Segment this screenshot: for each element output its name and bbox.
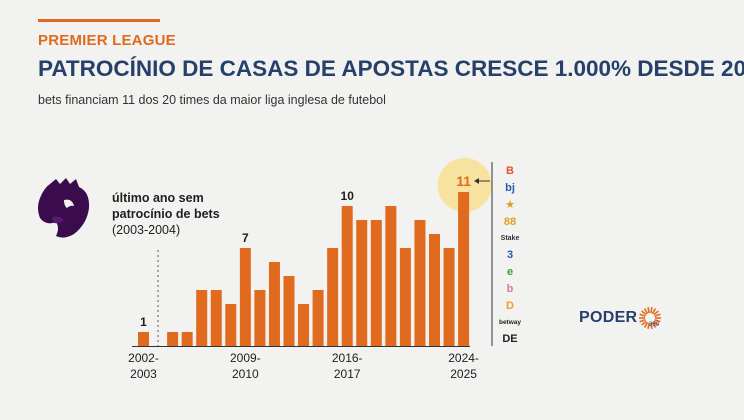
bar-2006-2007	[196, 290, 208, 346]
bar-2019-2020	[385, 206, 397, 346]
sunburst-ray	[653, 310, 660, 316]
publisher-name: PODER	[579, 309, 638, 326]
sunburst-ray	[647, 307, 651, 314]
green-brand-icon: e	[506, 266, 514, 279]
sunburst-ray	[654, 313, 662, 318]
bar-2012-2013	[283, 276, 295, 346]
sunburst-ray	[653, 320, 660, 326]
subtitle: bets financiam 11 dos 20 times da maior …	[38, 93, 386, 107]
annotation-years: (2003-2004)	[112, 223, 181, 237]
bar-2017-2018	[356, 220, 368, 346]
de-brand-icon: DE	[502, 333, 518, 346]
bar-2009-2010	[239, 248, 251, 346]
betway-icon: betway	[498, 319, 522, 327]
bar-2011-2012	[268, 262, 280, 346]
page-title: PATROCÍNIO DE CASAS DE APOSTAS CRESCE 1.…	[38, 56, 744, 81]
annotation: último ano sem patrocínio de bets (2003-…	[112, 190, 220, 238]
highlight-circle	[437, 158, 492, 212]
bar-2020-2021	[399, 248, 411, 346]
sunburst-ray	[639, 318, 646, 323]
bar-2013-2014	[298, 304, 310, 346]
tick-label-2002-2003-line2: 2003	[130, 367, 157, 381]
data-label-2024-2025: 11	[456, 173, 471, 189]
pink-brand-icon: b	[506, 282, 514, 295]
data-label-2016-2017: 10	[341, 189, 355, 203]
bar-2022-2023	[429, 234, 440, 346]
tick-label-2024-2025-line1: 2024-	[448, 351, 479, 365]
bar-2021-2022	[414, 220, 426, 346]
tick-label-2024-2025-line2: 2025	[450, 367, 477, 381]
publisher-sub: 360	[649, 322, 660, 328]
bar-2015-2016	[327, 248, 339, 346]
3-brand-icon: 3	[506, 249, 514, 262]
kicker-label: PREMIER LEAGUE	[38, 32, 176, 49]
tick-label-2009-2010-line1: 2009-	[230, 351, 261, 365]
sunburst-ray	[641, 320, 648, 326]
betvictor-bj-icon: bj	[505, 182, 515, 195]
bar-2005-2006	[181, 332, 193, 346]
bar-2024-2025	[458, 192, 470, 346]
orange-circle-icon: D	[506, 299, 514, 312]
sunburst-ray	[647, 322, 651, 329]
tick-label-2016-2017-line1: 2016-	[332, 351, 363, 365]
sunburst-ray	[641, 310, 648, 316]
bar-2004-2005	[167, 332, 179, 346]
bar-2018-2019	[370, 220, 382, 346]
boylesports-icon: B	[506, 165, 514, 178]
premier-league-lion-icon	[38, 178, 90, 238]
sunburst-ray	[652, 308, 657, 315]
sunburst-ray	[654, 318, 662, 323]
tick-label-2002-2003-line1: 2002-	[128, 351, 159, 365]
bar-2007-2008	[210, 290, 222, 346]
annotation-line2: patrocínio de bets	[112, 207, 220, 221]
sunburst-icon	[639, 307, 662, 329]
bar-2016-2017	[341, 206, 353, 346]
sunburst-ray	[652, 321, 657, 328]
publisher-logo: PODER 360	[579, 305, 663, 331]
data-label-2009-2010: 7	[242, 231, 249, 245]
bar-2010-2011	[254, 290, 266, 346]
pointer-arrow-head	[474, 178, 479, 184]
bar-2023-2024	[443, 248, 455, 346]
sunburst-ray	[650, 322, 654, 329]
sunburst-ray	[650, 307, 654, 314]
sunburst-ray	[644, 321, 649, 328]
annotation-line1: último ano sem	[112, 191, 204, 205]
bar-2008-2009	[225, 304, 237, 346]
star-sports-icon: ★	[505, 199, 515, 212]
bar-2014-2015	[312, 290, 324, 346]
sunburst-ray	[644, 308, 649, 315]
accent-rule	[38, 19, 160, 22]
sunburst-ray	[639, 313, 646, 318]
tick-label-2016-2017-line2: 2017	[334, 367, 361, 381]
tick-label-2009-2010-line2: 2010	[232, 367, 259, 381]
stake-icon: Stake	[500, 235, 520, 243]
sbotop-icon: 88	[503, 215, 517, 228]
bar-2002-2003	[138, 332, 149, 346]
data-label-2002-2003: 1	[140, 315, 147, 329]
